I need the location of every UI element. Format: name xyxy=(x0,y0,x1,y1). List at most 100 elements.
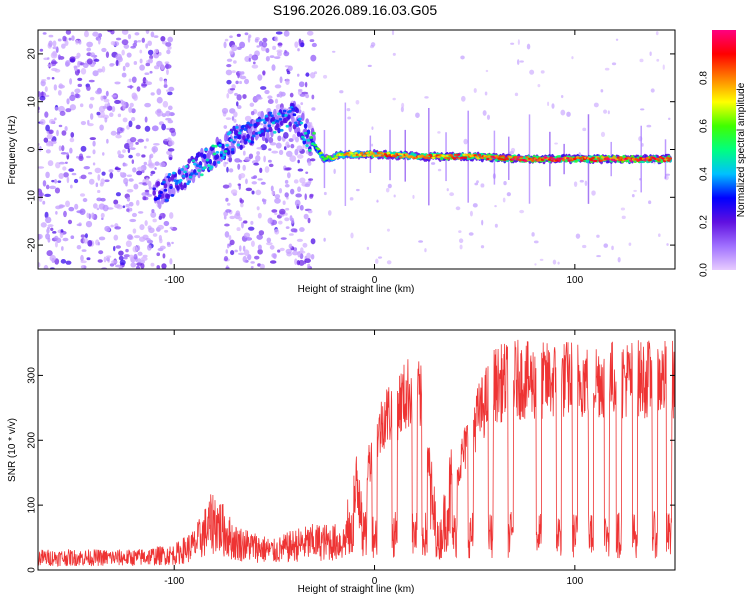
signal-cell xyxy=(225,143,229,147)
noise-speck xyxy=(245,237,253,241)
noise-speck xyxy=(76,210,83,214)
noise-speck xyxy=(50,61,58,65)
signal-cell xyxy=(277,112,281,116)
signal-cell xyxy=(424,156,429,159)
noise-speck xyxy=(252,61,256,65)
noise-speck xyxy=(38,166,45,169)
noise-speck xyxy=(304,258,311,264)
signal-cell xyxy=(190,172,194,176)
noise-speck xyxy=(273,56,281,60)
noise-speck xyxy=(275,31,283,35)
noise-speck xyxy=(87,123,94,127)
noise-speck xyxy=(76,244,82,250)
noise-speck xyxy=(44,211,49,219)
signal-cell xyxy=(197,169,201,172)
noise-speck xyxy=(167,105,173,111)
noise-speck xyxy=(294,41,299,48)
signal-cell xyxy=(208,158,213,165)
noise-speck xyxy=(297,159,300,164)
signal-cell xyxy=(169,186,173,196)
noise-speck xyxy=(307,263,311,269)
noise-speck xyxy=(649,51,652,56)
noise-speck xyxy=(97,241,101,246)
signal-cell xyxy=(319,151,323,155)
noise-speck xyxy=(150,31,155,38)
noise-speck xyxy=(77,83,83,88)
noise-speck xyxy=(229,35,233,39)
signal-cell xyxy=(661,157,665,160)
noise-speck xyxy=(259,167,263,174)
noise-speck xyxy=(98,236,106,241)
noise-speck xyxy=(64,161,68,165)
signal-cell xyxy=(187,180,192,184)
signal-cell xyxy=(232,125,236,131)
noise-speck xyxy=(296,145,303,152)
noise-speck xyxy=(60,152,67,155)
signal-cell xyxy=(204,148,208,152)
signal-cell xyxy=(216,160,221,164)
signal-cell xyxy=(508,155,513,159)
signal-cell xyxy=(502,158,507,161)
noise-speck xyxy=(149,153,154,159)
noise-speck xyxy=(308,178,314,181)
noise-speck xyxy=(245,187,253,192)
noise-speck xyxy=(449,192,455,197)
noise-speck xyxy=(141,83,148,87)
signal-cell xyxy=(518,158,522,162)
noise-speck xyxy=(266,237,272,243)
signal-cell xyxy=(431,156,436,159)
noise-speck xyxy=(65,30,72,35)
noise-speck xyxy=(134,235,141,239)
noise-speck xyxy=(92,162,96,166)
noise-speck xyxy=(264,89,270,95)
noise-speck xyxy=(150,211,157,218)
noise-speck xyxy=(566,111,571,117)
noise-speck xyxy=(57,54,61,61)
signal-cell xyxy=(334,156,339,159)
noise-speck xyxy=(596,255,601,258)
noise-speck xyxy=(156,265,161,269)
noise-speck xyxy=(250,110,255,116)
noise-speck xyxy=(260,122,264,126)
signal-cell xyxy=(212,160,217,167)
noise-speck xyxy=(235,80,239,85)
noise-speck xyxy=(51,179,55,183)
noise-speck xyxy=(301,91,309,95)
signal-cell xyxy=(152,190,156,196)
noise-speck xyxy=(299,204,304,211)
noise-speck xyxy=(46,250,53,257)
signal-cell xyxy=(176,185,180,191)
noise-speck xyxy=(58,145,62,152)
noise-speck xyxy=(534,263,537,266)
noise-speck xyxy=(229,239,235,246)
noise-speck xyxy=(300,247,304,254)
noise-speck xyxy=(80,145,87,152)
noise-speck xyxy=(52,231,57,234)
noise-speck xyxy=(128,78,132,83)
noise-speck xyxy=(291,250,299,256)
signal-cell xyxy=(172,187,176,196)
noise-speck xyxy=(284,192,289,198)
noise-speck xyxy=(424,96,429,99)
noise-speck xyxy=(69,137,75,143)
snr-panel: -100 0 100 0 100 200 300 Height of straight li… xyxy=(7,329,676,595)
noise-speck xyxy=(115,134,122,139)
signal-cell xyxy=(427,156,431,160)
noise-speck xyxy=(239,41,246,49)
signal-cell xyxy=(261,118,266,122)
noise-speck xyxy=(115,59,119,67)
noise-speck xyxy=(526,43,531,50)
signal-cell xyxy=(156,181,161,187)
signal-cell xyxy=(306,138,311,142)
noise-speck xyxy=(259,263,265,269)
noise-speck xyxy=(68,37,72,41)
noise-speck xyxy=(290,188,295,195)
noise-speck xyxy=(126,234,133,240)
signal-cell xyxy=(239,144,243,150)
noise-speck xyxy=(63,172,69,178)
signal-cell xyxy=(215,153,220,160)
signal-cell xyxy=(275,119,280,123)
x-tick-label: 100 xyxy=(566,576,583,587)
noise-speck xyxy=(285,226,290,229)
noise-speck xyxy=(307,161,312,166)
